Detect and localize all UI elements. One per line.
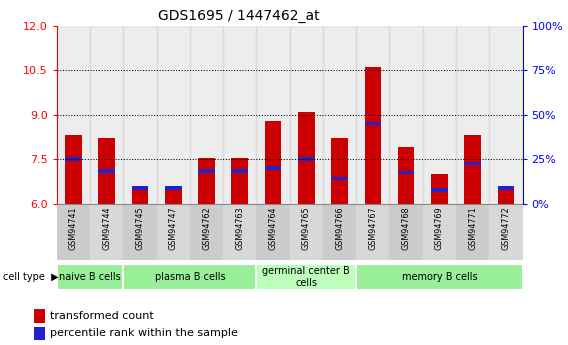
Bar (123, 204, 157, 260)
Bar (98, 169, 115, 173)
Bar (231, 158, 248, 204)
Bar (90, 204, 123, 260)
Bar (298, 157, 315, 161)
Text: GSM94763: GSM94763 (235, 206, 244, 250)
Text: GSM94771: GSM94771 (468, 206, 477, 250)
Bar (198, 158, 215, 204)
Bar (390, 26, 423, 204)
Bar (365, 67, 381, 204)
Bar (431, 174, 448, 204)
Bar (123, 26, 157, 204)
Bar (331, 138, 348, 204)
FancyBboxPatch shape (256, 264, 356, 290)
Bar (265, 166, 281, 170)
Bar (356, 26, 390, 204)
Bar (57, 26, 90, 204)
Bar (290, 26, 323, 204)
Bar (489, 26, 523, 204)
Bar (398, 171, 415, 174)
Bar (431, 188, 448, 192)
Bar (365, 122, 381, 125)
Bar (390, 204, 423, 260)
Text: GSM94772: GSM94772 (502, 206, 511, 250)
Text: GSM94745: GSM94745 (136, 206, 144, 250)
Text: germinal center B
cells: germinal center B cells (262, 266, 350, 288)
Text: memory B cells: memory B cells (402, 272, 477, 282)
Bar (464, 136, 481, 204)
Bar (256, 204, 290, 260)
Bar (132, 186, 148, 204)
Bar (34, 309, 45, 323)
Text: GSM94765: GSM94765 (302, 206, 311, 250)
Text: GDS1695 / 1447462_at: GDS1695 / 1447462_at (158, 9, 319, 23)
Bar (231, 169, 248, 173)
Bar (223, 204, 256, 260)
Bar (57, 204, 90, 260)
Bar (65, 157, 82, 161)
Bar (423, 26, 456, 204)
Bar (456, 26, 489, 204)
Bar (90, 26, 123, 204)
Text: GSM94762: GSM94762 (202, 206, 211, 250)
Bar (98, 138, 115, 204)
Text: cell type  ▶: cell type ▶ (3, 272, 59, 282)
Text: naive B cells: naive B cells (59, 272, 121, 282)
Text: GSM94747: GSM94747 (169, 206, 178, 250)
Bar (489, 204, 523, 260)
Bar (298, 112, 315, 204)
Bar (498, 186, 514, 204)
Text: GSM94741: GSM94741 (69, 206, 78, 250)
Text: percentile rank within the sample: percentile rank within the sample (50, 328, 238, 338)
Text: transformed count: transformed count (50, 311, 154, 321)
Bar (265, 121, 281, 204)
FancyBboxPatch shape (356, 264, 523, 290)
FancyBboxPatch shape (57, 264, 123, 290)
Bar (323, 204, 356, 260)
Bar (356, 204, 390, 260)
Bar (423, 204, 456, 260)
Text: GSM94767: GSM94767 (369, 206, 377, 250)
Bar (331, 177, 348, 180)
Text: GSM94769: GSM94769 (435, 206, 444, 250)
Bar (157, 26, 190, 204)
Bar (456, 204, 489, 260)
Bar (464, 162, 481, 165)
Bar (190, 204, 223, 260)
Bar (132, 186, 148, 190)
Bar (157, 204, 190, 260)
Bar (498, 186, 514, 190)
Bar (190, 26, 223, 204)
Bar (256, 26, 290, 204)
Text: GSM94766: GSM94766 (335, 206, 344, 250)
Bar (290, 204, 323, 260)
FancyBboxPatch shape (123, 264, 256, 290)
Text: plasma B cells: plasma B cells (154, 272, 225, 282)
Bar (165, 186, 182, 190)
Bar (323, 26, 356, 204)
Bar (223, 26, 256, 204)
Text: GSM94764: GSM94764 (269, 206, 278, 250)
Bar (198, 169, 215, 173)
Text: GSM94744: GSM94744 (102, 206, 111, 250)
Bar (165, 186, 182, 204)
Bar (398, 147, 415, 204)
Bar (65, 136, 82, 204)
Text: GSM94768: GSM94768 (402, 206, 411, 250)
Bar (34, 327, 45, 340)
